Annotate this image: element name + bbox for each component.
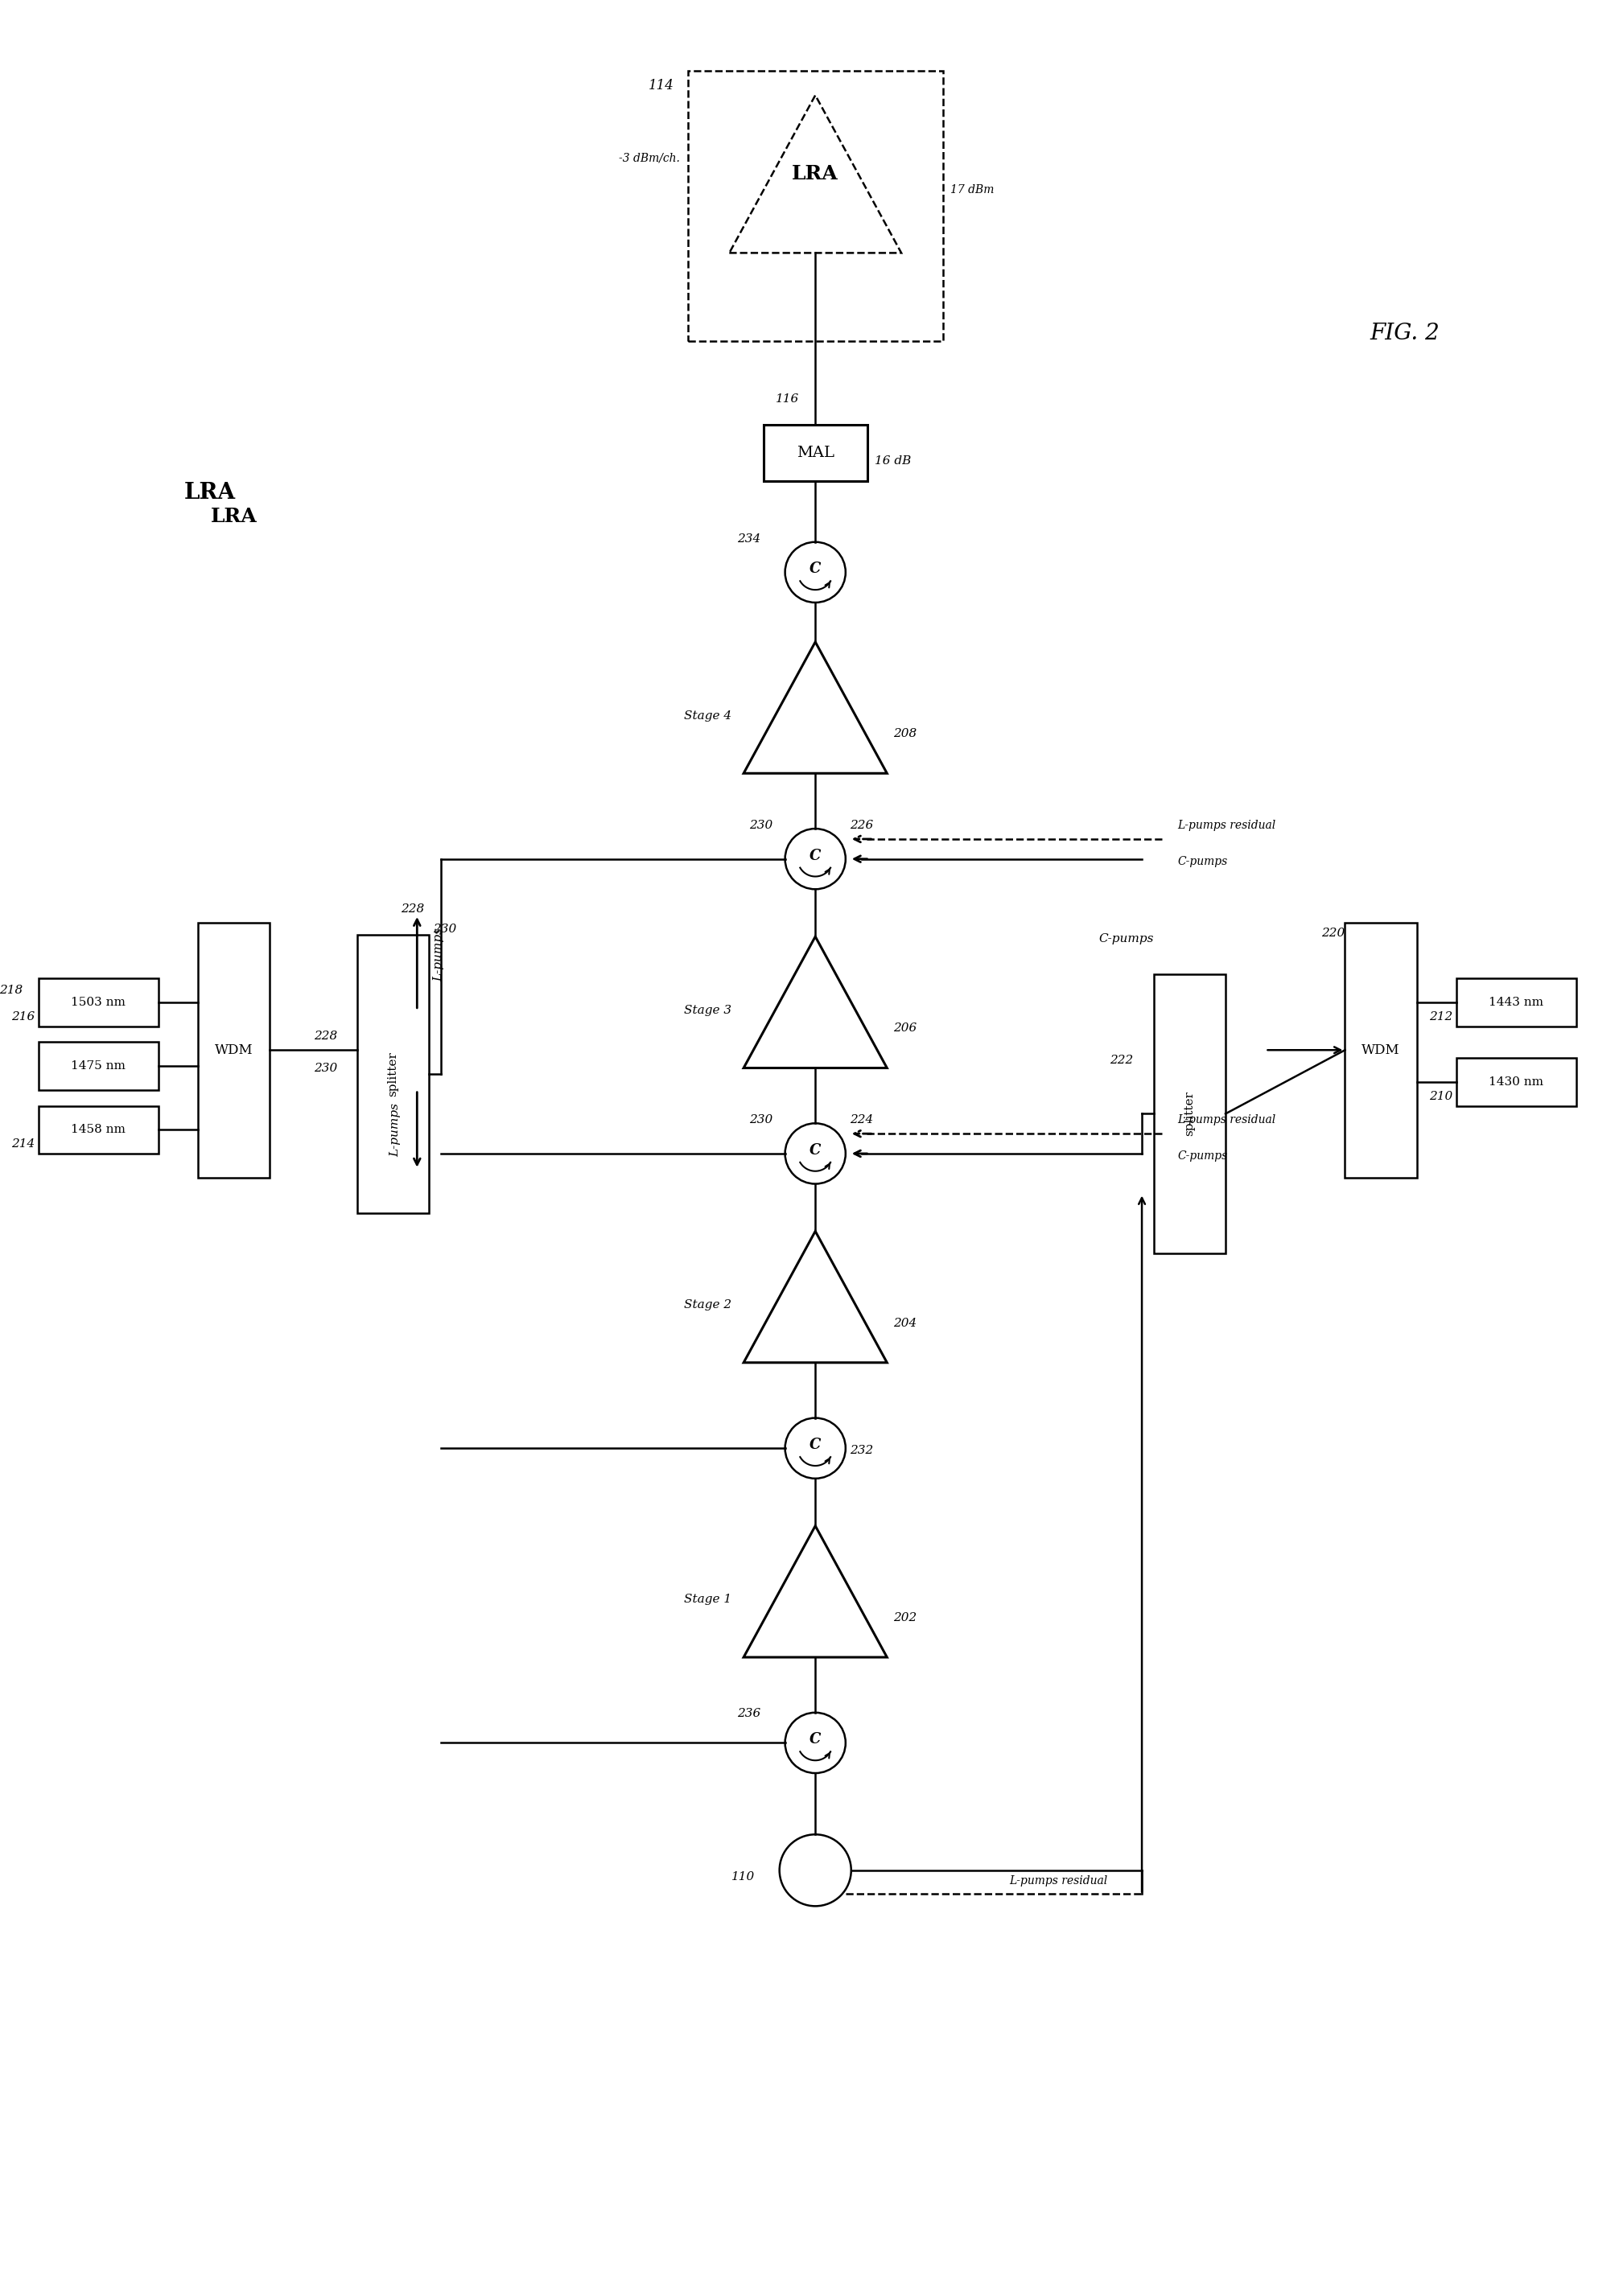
Bar [1457,1058,1575,1107]
Text: 236: 236 [737,1708,761,1720]
Text: 1475 nm: 1475 nm [71,1061,126,1072]
Text: 232: 232 [850,1444,873,1456]
Text: C-pumps: C-pumps [1177,1150,1227,1162]
Text: LRA: LRA [185,482,236,503]
Text: C: C [810,1733,821,1747]
Bar [1457,978,1575,1026]
Text: 110: 110 [732,1871,754,1883]
Text: splitter: splitter [1183,1091,1195,1137]
Bar [198,923,270,1178]
Bar [1345,923,1417,1178]
Bar [39,1042,159,1091]
Text: -3 dBm/ch.: -3 dBm/ch. [618,152,680,163]
Text: C: C [810,563,821,576]
Text: 16 dB: 16 dB [874,455,911,466]
Bar [1154,974,1226,1254]
Text: LRA: LRA [792,165,839,184]
Text: L-pumps residual: L-pumps residual [1177,1114,1276,1125]
Text: 216: 216 [11,1010,34,1022]
Text: C: C [810,1143,821,1157]
Text: Stage 4: Stage 4 [685,709,732,721]
Text: MAL: MAL [797,445,834,459]
Text: splitter: splitter [387,1052,398,1097]
Bar [688,71,942,342]
Text: 230: 230 [750,820,774,831]
Text: WDM: WDM [1362,1042,1400,1056]
Bar [358,934,429,1212]
Text: 1503 nm: 1503 nm [71,996,126,1008]
Text: L-pumps residual: L-pumps residual [1177,820,1276,831]
Text: 224: 224 [850,1114,873,1125]
Text: 206: 206 [894,1022,916,1033]
Text: 114: 114 [648,78,674,92]
Text: 218: 218 [0,985,23,996]
Text: 210: 210 [1430,1091,1452,1102]
Text: 212: 212 [1430,1010,1452,1022]
Text: 214: 214 [11,1139,34,1150]
Text: 234: 234 [737,533,761,544]
Text: L-pumps residual: L-pumps residual [1009,1876,1107,1887]
Text: Stage 2: Stage 2 [685,1300,732,1311]
Text: Stage 3: Stage 3 [685,1006,732,1015]
Text: C: C [810,1437,821,1453]
Text: WDM: WDM [215,1042,253,1056]
Bar [39,1107,159,1153]
Text: 1458 nm: 1458 nm [71,1125,126,1134]
Text: 1443 nm: 1443 nm [1489,996,1543,1008]
Text: L-pumps: L-pumps [432,928,444,980]
Text: 208: 208 [894,728,916,739]
Text: FIG. 2: FIG. 2 [1370,321,1439,344]
Text: 17 dBm: 17 dBm [950,184,994,195]
Text: 220: 220 [1321,928,1345,939]
Text: C-pumps: C-pumps [1098,932,1153,944]
Text: 230: 230 [432,923,457,934]
Text: L-pumps: L-pumps [390,1102,402,1157]
Text: 228: 228 [402,902,424,914]
Text: Stage 1: Stage 1 [685,1593,732,1605]
Text: LRA: LRA [210,507,257,526]
Text: 228: 228 [314,1031,337,1042]
Text: 204: 204 [894,1318,916,1329]
Text: 116: 116 [776,395,800,404]
Bar [39,978,159,1026]
Bar [764,425,868,480]
Text: C: C [810,850,821,863]
Text: 202: 202 [894,1612,916,1623]
Text: 226: 226 [850,820,873,831]
Text: C-pumps: C-pumps [1177,856,1227,868]
Text: 1430 nm: 1430 nm [1489,1077,1543,1088]
Text: 222: 222 [1111,1054,1133,1065]
Text: 230: 230 [750,1114,774,1125]
Text: 230: 230 [314,1063,337,1075]
